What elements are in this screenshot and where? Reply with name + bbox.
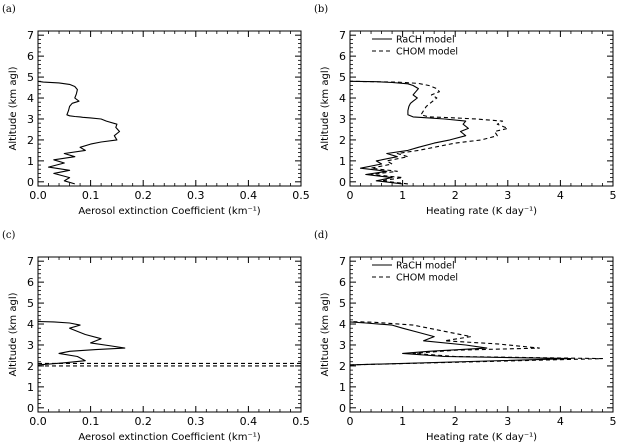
series-line-dashed (349, 80, 509, 185)
y-tick-label: 3 (339, 113, 346, 126)
plot-frame (349, 256, 614, 413)
series-line-dashed (349, 320, 604, 366)
y-tick-label: 4 (339, 92, 346, 105)
panel-tag: (d) (314, 230, 328, 241)
y-tick-label: 1 (339, 381, 346, 394)
y-tick-label: 7 (339, 29, 346, 42)
x-tick-label: 0.0 (29, 415, 47, 428)
y-tick-label: 5 (27, 297, 34, 310)
x-tick-label: 4 (557, 189, 564, 202)
x-tick-label: 0.4 (240, 415, 258, 428)
x-tick-label: 3 (504, 415, 511, 428)
x-tick-label: 1 (399, 189, 406, 202)
y-tick-label: 6 (339, 50, 346, 63)
x-tick-label: 1 (399, 415, 406, 428)
panel-a: (a) 0.0 0.1 0.2 0.3 0.4 0.5 0 1 2 3 4 5 6 7 Aerosol ext… (2, 4, 310, 217)
y-tick-label: 4 (27, 92, 34, 105)
panel-b: (b) 0 1 2 3 4 5 0 1 2 3 4 5 6 7 Heating rate (K day⁻¹) A… (314, 4, 617, 217)
plot-frame (37, 30, 302, 187)
x-tick-label: 5 (610, 189, 617, 202)
y-axis-label: Altitude (km agl) (8, 66, 19, 150)
x-tick-label: 0.1 (82, 415, 100, 428)
plot-frame (349, 30, 614, 187)
y-tick-label: 4 (339, 318, 346, 331)
y-tick-label: 0 (339, 176, 346, 189)
y-axis-label: Altitude (km agl) (320, 66, 331, 150)
x-tick-label: 0.1 (82, 189, 100, 202)
x-tick-label: 0.0 (29, 189, 47, 202)
legend-label: RaCH model (396, 35, 455, 46)
y-tick-label: 2 (27, 134, 34, 147)
y-tick-label: 5 (27, 71, 34, 84)
y-axis-label: Altitude (km agl) (8, 292, 19, 376)
y-tick-label: 7 (27, 29, 34, 42)
y-tick-label: 1 (27, 381, 34, 394)
x-tick-label: 0.4 (240, 189, 258, 202)
y-tick-label: 0 (27, 402, 34, 415)
y-tick-label: 5 (339, 297, 346, 310)
y-tick-label: 0 (27, 176, 34, 189)
series-line-solid (349, 321, 572, 366)
y-tick-label: 6 (27, 50, 34, 63)
x-tick-label: 0.2 (134, 415, 152, 428)
y-tick-label: 2 (27, 360, 34, 373)
panel-tag: (c) (2, 230, 16, 241)
panel-tag: (a) (2, 4, 16, 15)
x-tick-label: 0.5 (292, 189, 310, 202)
y-tick-label: 7 (27, 255, 34, 268)
y-tick-label: 3 (27, 339, 34, 352)
x-tick-label: 0.2 (134, 189, 152, 202)
series-line-solid (349, 80, 469, 185)
x-axis-label: Heating rate (K day⁻¹) (426, 206, 537, 217)
x-axis-label: Aerosol extinction Coefficient (km⁻¹) (78, 432, 260, 443)
series-line-solid (37, 320, 126, 366)
y-tick-label: 1 (339, 155, 346, 168)
y-axis-label: Altitude (km agl) (320, 292, 331, 376)
panel-d: (d) 0 1 2 3 4 5 0 1 2 3 4 5 6 7 Heating rate (K day⁻¹) A… (314, 230, 617, 443)
x-tick-label: 5 (610, 415, 617, 428)
panel-tag: (b) (314, 4, 328, 15)
x-tick-label: 0 (347, 189, 354, 202)
x-tick-label: 0.5 (292, 415, 310, 428)
legend-label: CHOM model (396, 47, 458, 58)
y-tick-label: 1 (27, 155, 34, 168)
y-tick-label: 6 (339, 276, 346, 289)
y-tick-label: 3 (27, 113, 34, 126)
x-tick-label: 2 (452, 415, 459, 428)
x-tick-label: 4 (557, 415, 564, 428)
x-axis-label: Heating rate (K day⁻¹) (426, 432, 537, 443)
y-tick-label: 0 (339, 402, 346, 415)
panel-c: (c) 0.0 0.1 0.2 0.3 0.4 0.5 0 1 2 3 4 5 6 7 Aerosol ext… (2, 230, 310, 443)
y-tick-label: 3 (339, 339, 346, 352)
x-tick-label: 0.3 (187, 415, 205, 428)
x-tick-label: 2 (452, 189, 459, 202)
y-tick-label: 5 (339, 71, 346, 84)
y-tick-label: 2 (339, 134, 346, 147)
x-tick-label: 0 (347, 415, 354, 428)
y-tick-label: 7 (339, 255, 346, 268)
x-tick-label: 3 (504, 189, 511, 202)
y-tick-label: 2 (339, 360, 346, 373)
y-tick-label: 6 (27, 276, 34, 289)
series-line-solid (37, 80, 121, 185)
legend-label: RaCH model (396, 261, 455, 272)
y-tick-label: 4 (27, 318, 34, 331)
legend-label: CHOM model (396, 273, 458, 284)
x-tick-label: 0.3 (187, 189, 205, 202)
x-axis-label: Aerosol extinction Coefficient (km⁻¹) (78, 206, 260, 217)
plot-frame (37, 256, 302, 413)
